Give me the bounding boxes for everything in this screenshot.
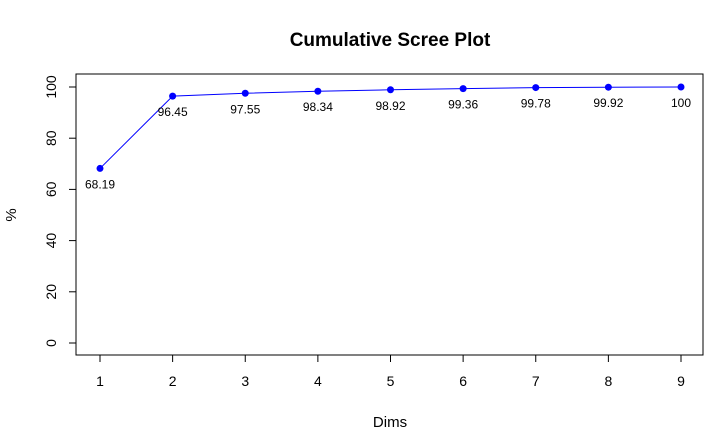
data-point	[314, 87, 322, 95]
y-tick-label: 20	[43, 284, 59, 300]
series-cumulative	[96, 83, 685, 172]
data-point	[241, 89, 249, 97]
y-axis-label: %	[3, 208, 20, 221]
data-label: 98.92	[375, 99, 405, 113]
x-tick-label: 1	[96, 373, 104, 389]
data-point	[604, 83, 612, 91]
y-tick-label: 80	[43, 130, 59, 146]
x-tick-label: 2	[169, 373, 177, 389]
x-tick-label: 3	[241, 373, 249, 389]
x-tick-label: 7	[532, 373, 540, 389]
data-label: 99.36	[448, 98, 478, 112]
data-labels: 68.19 96.45 97.55 98.34 98.92 99.36 99.78 99.92…	[85, 96, 691, 191]
data-label: 99.78	[521, 97, 551, 111]
data-point	[96, 164, 104, 172]
x-tick-label: 8	[604, 373, 612, 389]
x-tick-label: 5	[387, 373, 395, 389]
data-point	[459, 85, 467, 93]
data-label: 98.34	[303, 100, 333, 114]
data-label: 68.19	[85, 177, 115, 191]
data-point	[387, 86, 394, 94]
x-tick-label: 4	[314, 373, 322, 389]
data-label: 97.55	[230, 102, 260, 116]
data-point	[532, 84, 540, 92]
data-label: 96.45	[158, 105, 188, 119]
y-axis: 0 20 40 60 80 100	[43, 75, 77, 347]
x-tick-label: 6	[459, 373, 467, 389]
x-axis-label: Dims	[373, 414, 407, 431]
data-label: 99.92	[593, 96, 623, 110]
x-axis: 1 2 3 4 5 6 7 8 9	[96, 354, 685, 389]
x-tick-label: 9	[677, 373, 685, 389]
y-tick-label: 0	[43, 339, 59, 347]
y-tick-label: 100	[43, 75, 59, 99]
chart-title: Cumulative Scree Plot	[290, 30, 491, 51]
y-tick-label: 40	[43, 233, 59, 249]
y-tick-label: 60	[43, 181, 59, 197]
data-point	[169, 92, 177, 100]
data-point	[677, 83, 685, 91]
data-label: 100	[671, 96, 691, 110]
